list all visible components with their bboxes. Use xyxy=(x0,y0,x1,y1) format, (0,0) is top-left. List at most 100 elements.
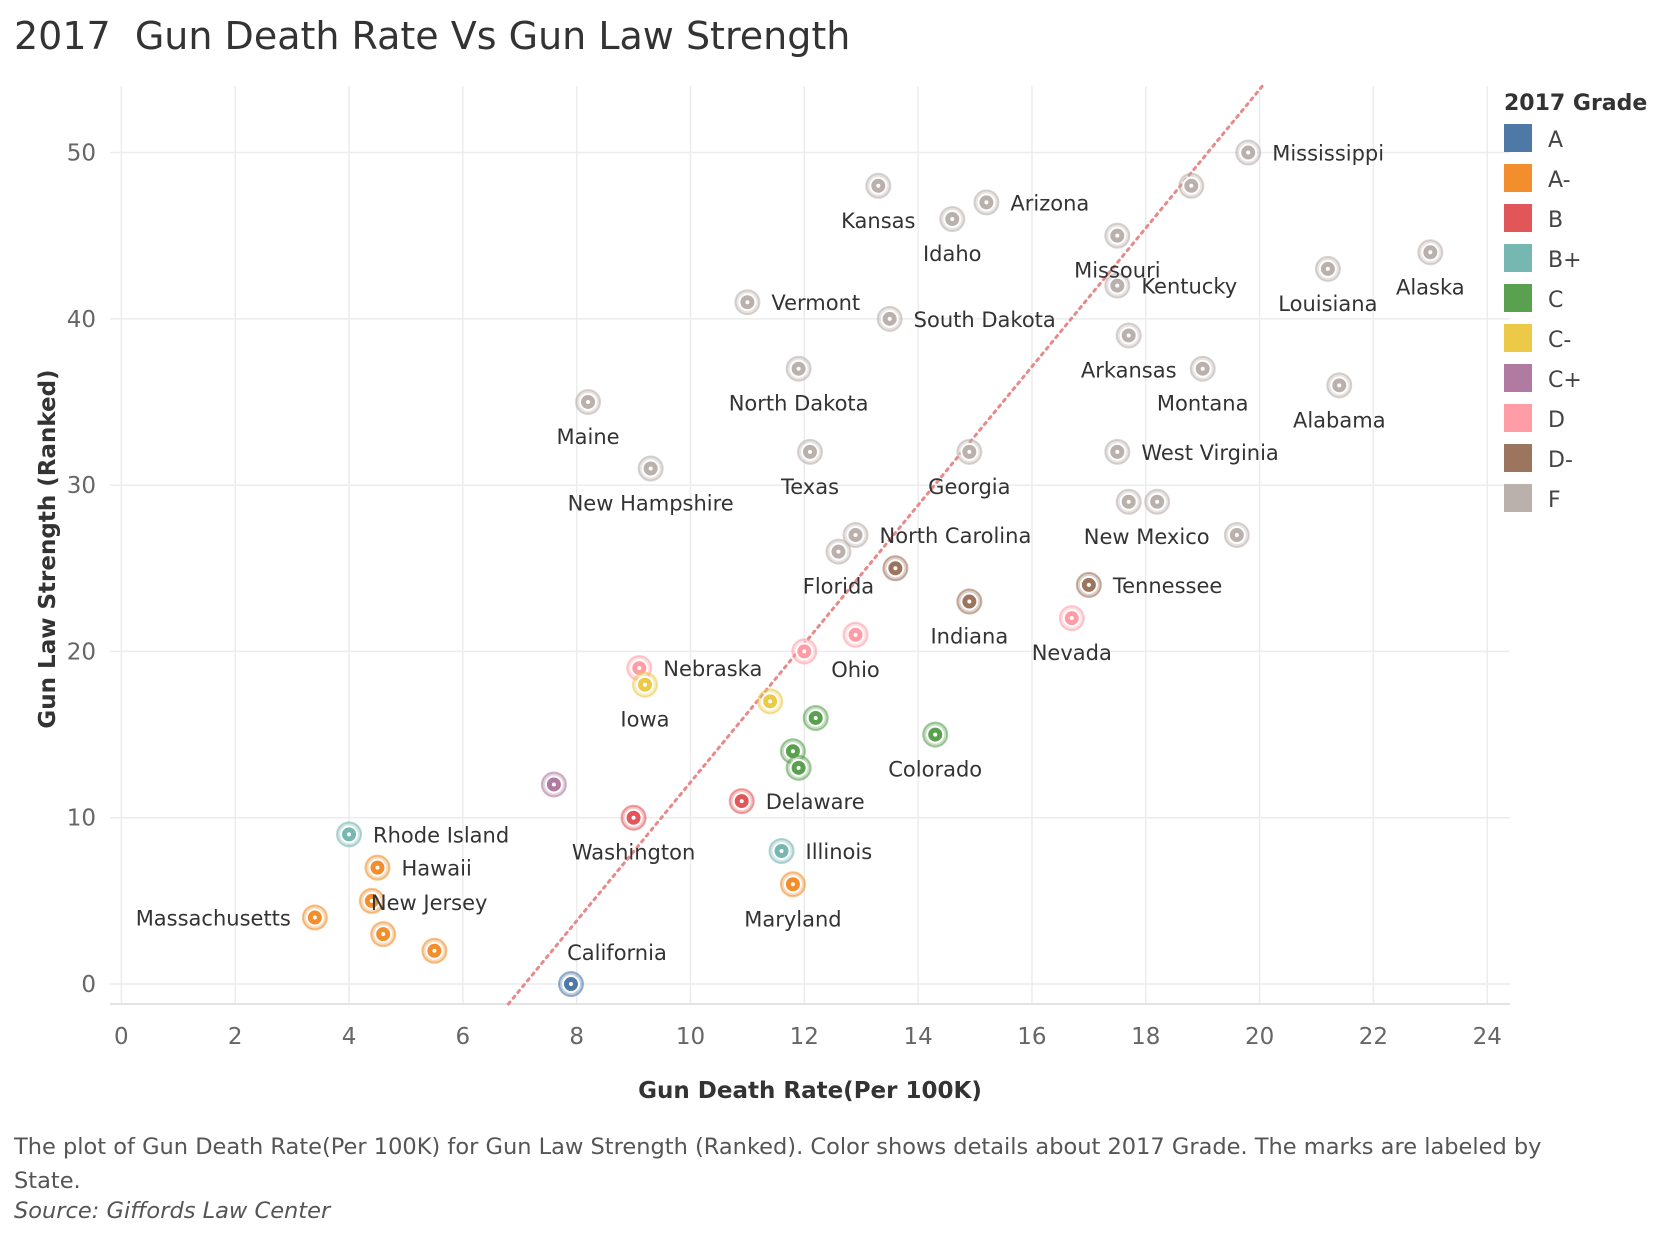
point-label: North Carolina xyxy=(880,524,1032,548)
point-label: Louisiana xyxy=(1278,292,1377,316)
point-label: Colorado xyxy=(888,758,982,782)
point-label: Delaware xyxy=(766,790,865,814)
y-tick-label: 50 xyxy=(67,141,96,167)
point-label: Illinois xyxy=(806,840,873,864)
point-center xyxy=(375,865,380,870)
x-tick-label: 12 xyxy=(790,1024,819,1050)
point-center xyxy=(381,932,386,937)
point-center xyxy=(631,815,636,820)
point-label: Vermont xyxy=(771,291,860,315)
point-label: Nevada xyxy=(1032,641,1112,665)
point-label: Texas xyxy=(780,475,839,499)
point-center xyxy=(1337,383,1342,388)
trend-line-group xyxy=(506,84,1264,1006)
point-labels: Mississippi Kansas Arizona Idaho Missouri Ala… xyxy=(136,142,1465,966)
point-label: West Virginia xyxy=(1141,441,1278,465)
point-label: Maryland xyxy=(744,907,841,931)
point-center xyxy=(1155,499,1160,504)
point-center xyxy=(853,632,858,637)
point-label: Nebraska xyxy=(663,657,762,681)
x-tick-label: 18 xyxy=(1131,1024,1160,1050)
x-tick-label: 4 xyxy=(342,1024,357,1050)
legend-swatch xyxy=(1504,244,1532,272)
trend-line xyxy=(506,84,1264,1006)
legend-label: B+ xyxy=(1548,248,1582,273)
legend-swatch xyxy=(1504,284,1532,312)
legend-swatch xyxy=(1504,324,1532,352)
point-center xyxy=(1115,449,1120,454)
point-center xyxy=(808,449,812,454)
legend-swatch xyxy=(1504,444,1532,472)
point-label: Hawaii xyxy=(401,857,471,881)
point-label: Florida xyxy=(803,575,874,599)
point-center xyxy=(637,666,642,671)
point-center xyxy=(1069,616,1074,621)
point-center xyxy=(745,300,750,305)
point-label: Arizona xyxy=(1010,191,1089,215)
point-center xyxy=(1126,333,1131,338)
x-tick-label: 20 xyxy=(1245,1024,1274,1050)
x-tick-label: 6 xyxy=(456,1024,471,1050)
point-center xyxy=(1115,233,1120,238)
point-center xyxy=(790,882,795,887)
point-label: Washington xyxy=(572,841,695,865)
point-label: New Hampshire xyxy=(568,492,734,516)
x-tick-label: 8 xyxy=(569,1024,584,1050)
point-center xyxy=(836,549,841,554)
point-center xyxy=(790,749,795,754)
legend-swatch xyxy=(1504,124,1532,152)
y-tick-label: 10 xyxy=(67,806,96,832)
x-tick-label: 10 xyxy=(676,1024,705,1050)
legend-title: 2017 Grade xyxy=(1504,91,1647,116)
point-label: Massachusetts xyxy=(136,907,291,931)
x-tick-label: 24 xyxy=(1473,1024,1502,1050)
legend-swatch xyxy=(1504,404,1532,432)
point-label: Mississippi xyxy=(1272,142,1384,166)
point-center xyxy=(347,832,352,837)
legend-swatch xyxy=(1504,484,1532,512)
legend: 2017 Grade A A- B B+ C C- C+ D D- F xyxy=(1504,91,1647,513)
point-center xyxy=(312,915,317,920)
point-center xyxy=(967,599,972,604)
legend-label: C xyxy=(1548,288,1563,313)
point-center xyxy=(369,898,374,903)
point-center xyxy=(1086,582,1091,587)
point-center xyxy=(984,200,989,205)
point-center xyxy=(739,799,744,804)
point-center xyxy=(796,765,801,770)
point-label: Kentucky xyxy=(1141,275,1237,299)
legend-label: C- xyxy=(1548,328,1571,353)
point-label: Maine xyxy=(557,425,620,449)
legend-label: D xyxy=(1548,408,1565,433)
legend-label: C+ xyxy=(1548,368,1582,393)
point-center xyxy=(648,466,653,471)
x-tick-label: 2 xyxy=(228,1024,243,1050)
point-center xyxy=(802,649,807,654)
point-center xyxy=(1428,250,1433,255)
point-center xyxy=(1234,533,1239,538)
y-tick-label: 30 xyxy=(67,473,96,499)
legend-swatch xyxy=(1504,164,1532,192)
grid xyxy=(110,86,1510,1004)
point-center xyxy=(1126,499,1131,504)
point-label: Ohio xyxy=(831,658,880,682)
x-tick-label: 16 xyxy=(1017,1024,1046,1050)
point-center xyxy=(1189,183,1194,188)
legend-label: F xyxy=(1548,488,1561,513)
chart-caption: The plot of Gun Death Rate(Per 100K) for… xyxy=(14,1134,1542,1194)
point-center xyxy=(1200,366,1205,371)
chart-title: 2017 Gun Death Rate Vs Gun Law Strength xyxy=(14,14,851,58)
point-center xyxy=(887,316,892,321)
legend-label: D- xyxy=(1548,448,1573,473)
point-label: Missouri xyxy=(1074,259,1160,283)
point-center xyxy=(1325,266,1330,271)
y-tick-label: 0 xyxy=(81,972,96,998)
point-center xyxy=(813,715,818,720)
point-label: South Dakota xyxy=(914,308,1056,332)
point-label: New Mexico xyxy=(1084,525,1210,549)
x-tick-label: 14 xyxy=(903,1024,932,1050)
point-label: Indiana xyxy=(930,625,1008,649)
legend-label: B xyxy=(1548,208,1563,233)
point-center xyxy=(876,183,881,188)
